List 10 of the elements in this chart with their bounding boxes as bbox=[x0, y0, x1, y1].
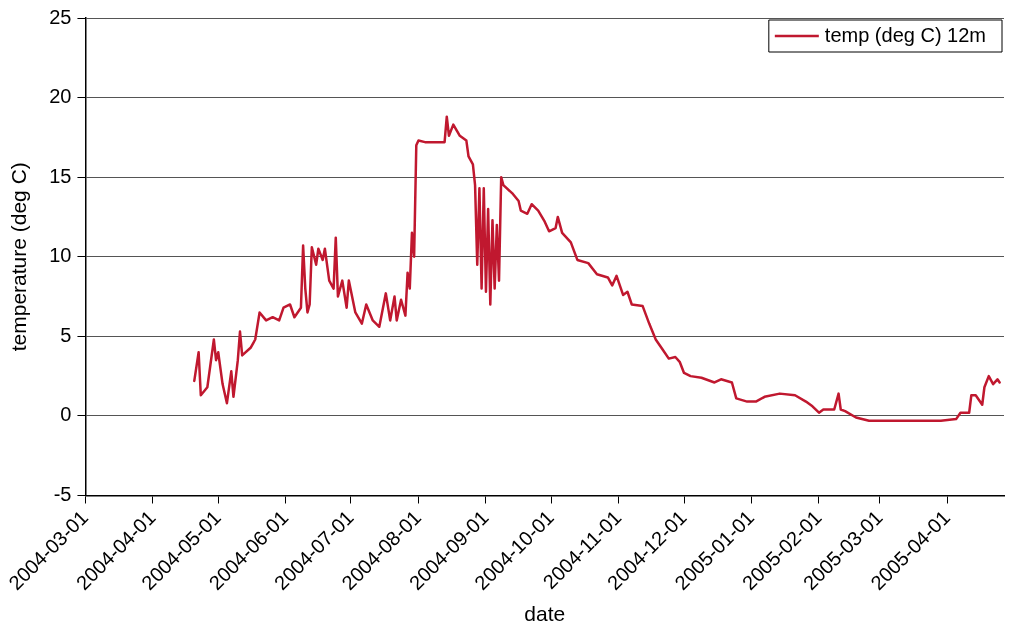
y-tick-label: 5 bbox=[60, 323, 72, 346]
y-tick-label: 15 bbox=[49, 164, 72, 187]
y-tick-label: 20 bbox=[49, 85, 72, 108]
y-tick-label: 0 bbox=[60, 403, 72, 426]
y-tick-label: 25 bbox=[49, 5, 72, 28]
y-tick-label: 10 bbox=[49, 244, 72, 267]
x-axis-title: date bbox=[524, 602, 566, 626]
legend-label: temp (deg C) 12m bbox=[824, 23, 986, 46]
y-tick-label: -5 bbox=[53, 483, 72, 505]
y-axis-title: temperature (deg C) bbox=[7, 162, 31, 352]
